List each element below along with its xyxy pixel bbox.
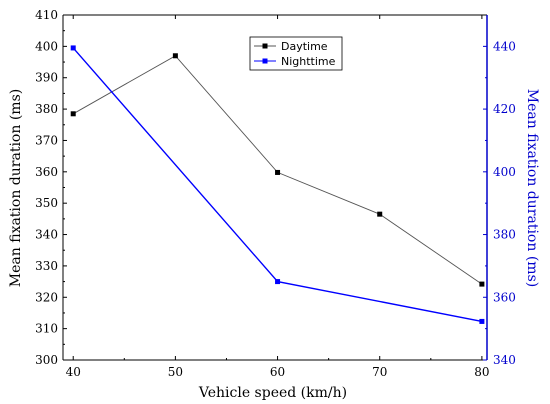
legend-marker-daytime (262, 43, 268, 49)
left-tick-label: 330 (35, 259, 58, 273)
left-tick-label: 410 (35, 8, 58, 22)
legend-box (249, 36, 343, 71)
x-tick-label: 80 (474, 365, 489, 379)
series-layer (70, 45, 485, 324)
data-point-daytime (275, 169, 281, 175)
left-tick-label: 320 (35, 290, 58, 304)
right-tick-label: 360 (493, 290, 516, 304)
data-point-nighttime (70, 45, 76, 51)
legend-marker-nighttime (262, 58, 268, 64)
data-point-nighttime (275, 279, 281, 285)
data-point-daytime (172, 53, 178, 59)
left-tick-label: 380 (35, 102, 58, 116)
x-tick-label: 40 (66, 365, 81, 379)
right-y-axis: 340 360 380 400 420 440 (483, 15, 516, 367)
left-tick-label: 350 (35, 196, 58, 210)
x-axis-title: Vehicle speed (km/h) (198, 385, 347, 401)
data-point-nighttime (479, 318, 485, 324)
legend: Daytime Nighttime (249, 36, 343, 71)
right-y-axis-title: Mean fixation duration (ms) (524, 89, 540, 287)
left-tick-label: 400 (35, 39, 58, 53)
left-tick-label: 370 (35, 133, 58, 147)
left-tick-label: 300 (35, 353, 58, 367)
x-axis: 40 50 60 70 80 (66, 15, 490, 379)
right-tick-label: 420 (493, 102, 516, 116)
right-tick-label: 380 (493, 228, 516, 242)
left-y-axis-title: Mean fixation duration (ms) (8, 89, 24, 287)
left-tick-label: 310 (35, 322, 58, 336)
data-point-daytime (479, 281, 485, 287)
left-y-axis: 300 310 320 330 340 350 360 370 380 390 400 410 (35, 8, 67, 367)
plot-area (63, 14, 487, 361)
left-tick-label: 390 (35, 71, 58, 85)
right-tick-label: 400 (493, 165, 516, 179)
right-tick-label: 440 (493, 39, 516, 53)
left-tick-label: 340 (35, 228, 58, 242)
right-tick-label: 340 (493, 353, 516, 367)
data-point-daytime (377, 211, 383, 217)
legend-label-daytime: Daytime (281, 40, 328, 53)
x-tick-label: 50 (168, 365, 183, 379)
x-tick-label: 60 (270, 365, 285, 379)
data-point-daytime (70, 111, 76, 117)
legend-label-nighttime: Nighttime (281, 55, 336, 68)
x-tick-label: 70 (372, 365, 387, 379)
left-tick-label: 360 (35, 165, 58, 179)
